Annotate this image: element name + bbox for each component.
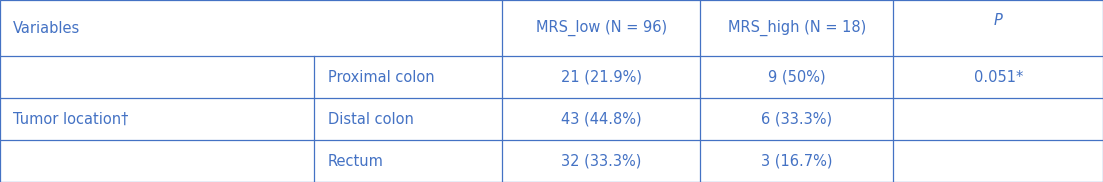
Text: Distal colon: Distal colon (328, 112, 414, 127)
Text: 0.051*: 0.051* (974, 70, 1022, 85)
Text: MRS_high (N = 18): MRS_high (N = 18) (728, 20, 866, 36)
Text: Variables: Variables (13, 21, 81, 36)
Text: P: P (994, 13, 1003, 28)
Text: 43 (44.8%): 43 (44.8%) (560, 112, 642, 127)
Text: 3 (16.7%): 3 (16.7%) (761, 154, 833, 169)
Text: 9 (50%): 9 (50%) (768, 70, 826, 85)
Text: Proximal colon: Proximal colon (328, 70, 435, 85)
Text: Rectum: Rectum (328, 154, 384, 169)
Text: Tumor location†: Tumor location† (13, 112, 129, 127)
Text: MRS_low (N = 96): MRS_low (N = 96) (536, 20, 666, 36)
Text: 6 (33.3%): 6 (33.3%) (761, 112, 833, 127)
Text: 21 (21.9%): 21 (21.9%) (560, 70, 642, 85)
Text: 32 (33.3%): 32 (33.3%) (561, 154, 641, 169)
